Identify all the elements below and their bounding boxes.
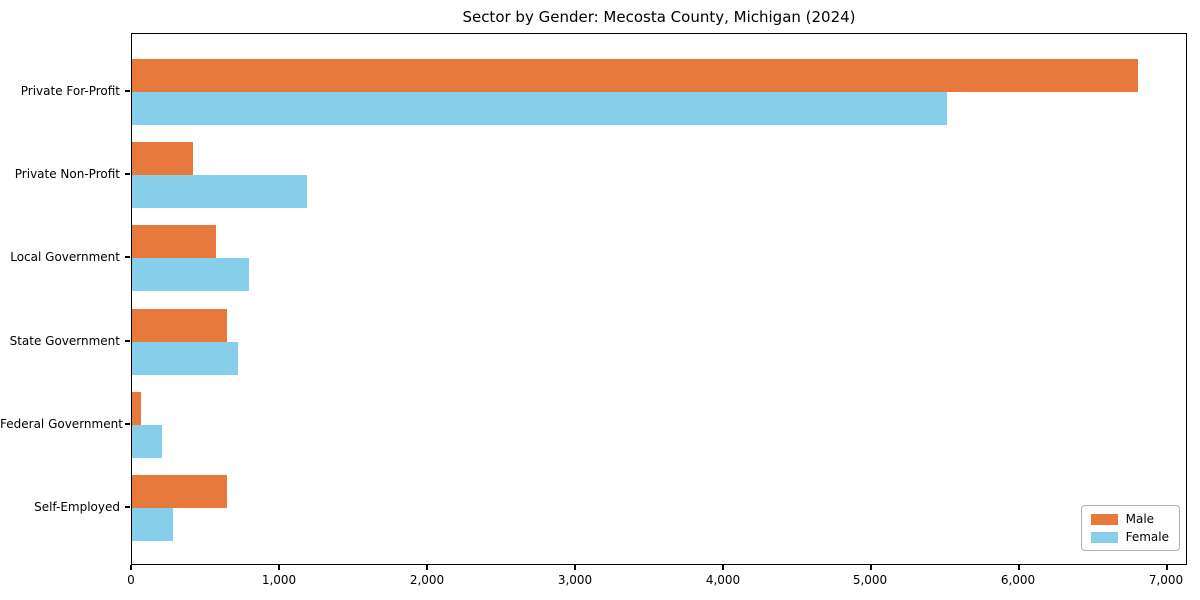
bar-female-private-non-profit [132,175,307,208]
bar-male-federal-government [132,392,141,425]
x-tick-mark [1166,565,1168,570]
bar-male-self-employed [132,475,227,508]
x-tick-label-0: 0 [127,573,135,587]
y-tick-label-federal-government: Federal Government [0,417,123,431]
x-tick-mark [574,565,576,570]
bar-female-federal-government [132,425,162,458]
chart-title: Sector by Gender: Mecosta County, Michig… [462,8,856,26]
x-tick-mark [130,565,132,570]
x-tick-label-6000: 6,000 [1000,573,1036,587]
bar-male-state-government [132,309,227,342]
legend-swatch-female-icon [1090,531,1118,543]
x-tick-mark [426,565,428,570]
x-tick-mark [1018,565,1020,570]
x-tick-label-4000: 4,000 [705,573,741,587]
x-tick-label-1000: 1,000 [261,573,297,587]
y-tick-mark [125,423,130,425]
x-tick-mark [278,565,280,570]
bar-male-private-non-profit [132,142,193,175]
bar-male-private-for-profit [132,59,1138,92]
legend-label-male: Male [1125,512,1155,526]
bar-male-local-government [132,225,216,258]
y-tick-label-private-non-profit: Private Non-Profit [14,167,120,181]
y-tick-mark [125,506,130,508]
y-tick-label-local-government: Local Government [10,250,120,264]
x-tick-mark [870,565,872,570]
y-tick-mark [125,256,130,258]
x-tick-label-3000: 3,000 [557,573,593,587]
bar-female-local-government [132,258,249,291]
y-tick-label-state-government: State Government [9,334,120,348]
legend-entry-male: Male [1090,512,1169,526]
y-tick-mark [125,340,130,342]
bar-female-self-employed [132,508,173,541]
y-tick-label-private-for-profit: Private For-Profit [20,84,120,98]
legend-label-female: Female [1125,530,1169,544]
x-tick-label-5000: 5,000 [852,573,888,587]
legend: Male Female [1080,505,1180,551]
y-tick-label-self-employed: Self-Employed [34,500,120,514]
legend-entry-female: Female [1090,530,1169,544]
y-tick-mark [125,90,130,92]
x-tick-label-7000: 7,000 [1148,573,1184,587]
x-tick-mark [722,565,724,570]
y-tick-mark [125,173,130,175]
bar-female-state-government [132,342,238,375]
plot-area [131,33,1187,565]
legend-swatch-male-icon [1090,513,1118,525]
bar-female-private-for-profit [132,92,947,125]
x-tick-label-2000: 2,000 [409,573,445,587]
